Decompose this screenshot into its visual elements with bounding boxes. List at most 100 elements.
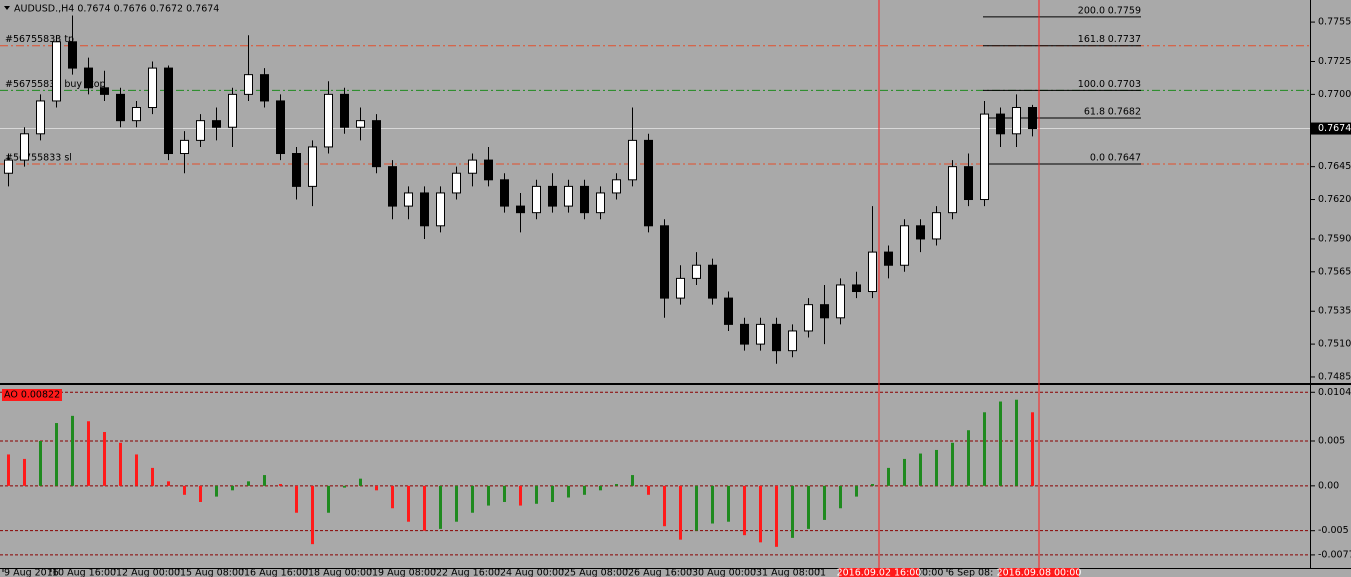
indicator-title-box [2, 389, 62, 401]
ao-bar [199, 485, 202, 502]
ao-bar [439, 485, 442, 529]
symbol-menu[interactable] [4, 6, 10, 10]
y-tick-label: -0.005 [1318, 525, 1349, 536]
ao-bar [663, 485, 666, 527]
ao-bar [535, 485, 538, 504]
ao-bar [55, 423, 58, 486]
ao-bar [551, 485, 554, 502]
candle-body [500, 179, 509, 207]
y-tick-label: 0.7755 [1318, 17, 1351, 28]
candle-body [228, 93, 237, 128]
crosshair-time-label: 2016.09.02 16:00 [837, 568, 922, 577]
x-tick-label: 16 Aug 16:00 [244, 568, 308, 577]
candle-body [84, 67, 93, 89]
ao-bar [311, 485, 314, 545]
y-tick-label: 0.7620 [1318, 194, 1351, 205]
y-tick-label: 0.7590 [1318, 233, 1351, 244]
fibo-level-label: 0.0 [1090, 153, 1105, 164]
ao-bar [471, 485, 474, 513]
candle-body [164, 67, 173, 155]
crosshair-time-label: 2016.09.08 00:00 [997, 568, 1082, 577]
candle-body [116, 93, 125, 122]
ao-bar [327, 485, 330, 513]
candle-body [756, 323, 765, 345]
fibo-price-label: 0.7703 [1108, 79, 1141, 90]
ao-bar [119, 442, 122, 486]
ao-bar [151, 467, 154, 486]
y-tick-label: 0.7510 [1318, 339, 1351, 350]
y-tick-label: 0.7700 [1318, 89, 1351, 100]
order-label: #56755833 sl [5, 153, 72, 164]
x-tick-label: 00:00 [916, 568, 943, 577]
ao-bar [967, 430, 970, 486]
candle-body [660, 225, 669, 299]
y-tick-label: 0.7535 [1318, 306, 1351, 317]
ao-bar [711, 485, 714, 524]
chart-header: AUDUSD.,H4 0.7674 0.7676 0.7672 0.7674 [14, 4, 219, 15]
candle-body [836, 284, 845, 319]
candle-body [260, 74, 269, 102]
ao-bar [231, 485, 234, 491]
candle-body [900, 225, 909, 266]
x-tick-label: 24 Aug 00:00 [500, 568, 564, 577]
candle-body [452, 172, 461, 194]
order-label: #56755833 tp [5, 34, 74, 45]
ao-bar [983, 412, 986, 486]
candle-body [52, 41, 61, 102]
x-tick-label: 9 Aug 2016 [4, 568, 59, 577]
candle-body [36, 100, 45, 135]
fibo-level-label: 61.8 [1084, 107, 1105, 118]
ao-bar [455, 485, 458, 522]
ao-bar [1015, 399, 1018, 486]
candle-body [532, 185, 541, 214]
candle-body [644, 139, 653, 227]
ao-bar [839, 485, 842, 509]
y-tick-label: 0.7565 [1318, 266, 1351, 277]
fibo-level-label: 200.0 [1078, 5, 1105, 16]
x-tick-label: 31 Aug 08:00 [756, 568, 820, 577]
ao-bar [519, 485, 522, 506]
candle-body [708, 264, 717, 299]
candle-body [196, 120, 205, 141]
ao-bar [679, 485, 682, 540]
ao-bar [695, 485, 698, 531]
candle-body [132, 107, 141, 122]
candle-body [372, 120, 381, 168]
candle-body [964, 166, 973, 201]
ao-bar [247, 481, 250, 486]
candle-body [20, 133, 29, 161]
y-tick-label: -0.0077 [1318, 549, 1351, 560]
ao-bar [167, 481, 170, 486]
y-tick-label: 0.7645 [1318, 161, 1351, 172]
ao-bar [39, 440, 42, 486]
candle-body [628, 139, 637, 181]
candle-body [244, 74, 253, 95]
ao-bar [631, 475, 634, 486]
y-tick-label: 0.01043 [1318, 387, 1351, 398]
ao-bar [1031, 412, 1034, 486]
candle-body [884, 251, 893, 266]
x-tick-label: 10 Aug 16:00 [52, 568, 116, 577]
ao-bar [487, 485, 490, 506]
ao-bar [263, 475, 266, 486]
x-tick-label: 19 Aug 08:00 [372, 568, 436, 577]
fibo-price-label: 0.7647 [1108, 153, 1141, 164]
x-tick-label: 15 Aug 08:00 [180, 568, 244, 577]
crosshair-time-box [839, 568, 919, 577]
candle-body [820, 304, 829, 319]
current-price-label: 0.7674 [1318, 123, 1351, 134]
candle-body [148, 67, 157, 109]
ao-bar [407, 485, 410, 522]
candle-body [292, 153, 301, 187]
fibo-level-label: 161.8 [1078, 34, 1105, 45]
ao-bar [391, 485, 394, 509]
candle-body [436, 192, 445, 227]
ao-bar [503, 485, 506, 502]
candle-body [212, 120, 221, 128]
candle-body [612, 179, 621, 194]
ao-bar [423, 485, 426, 531]
ao-bar [871, 484, 874, 486]
